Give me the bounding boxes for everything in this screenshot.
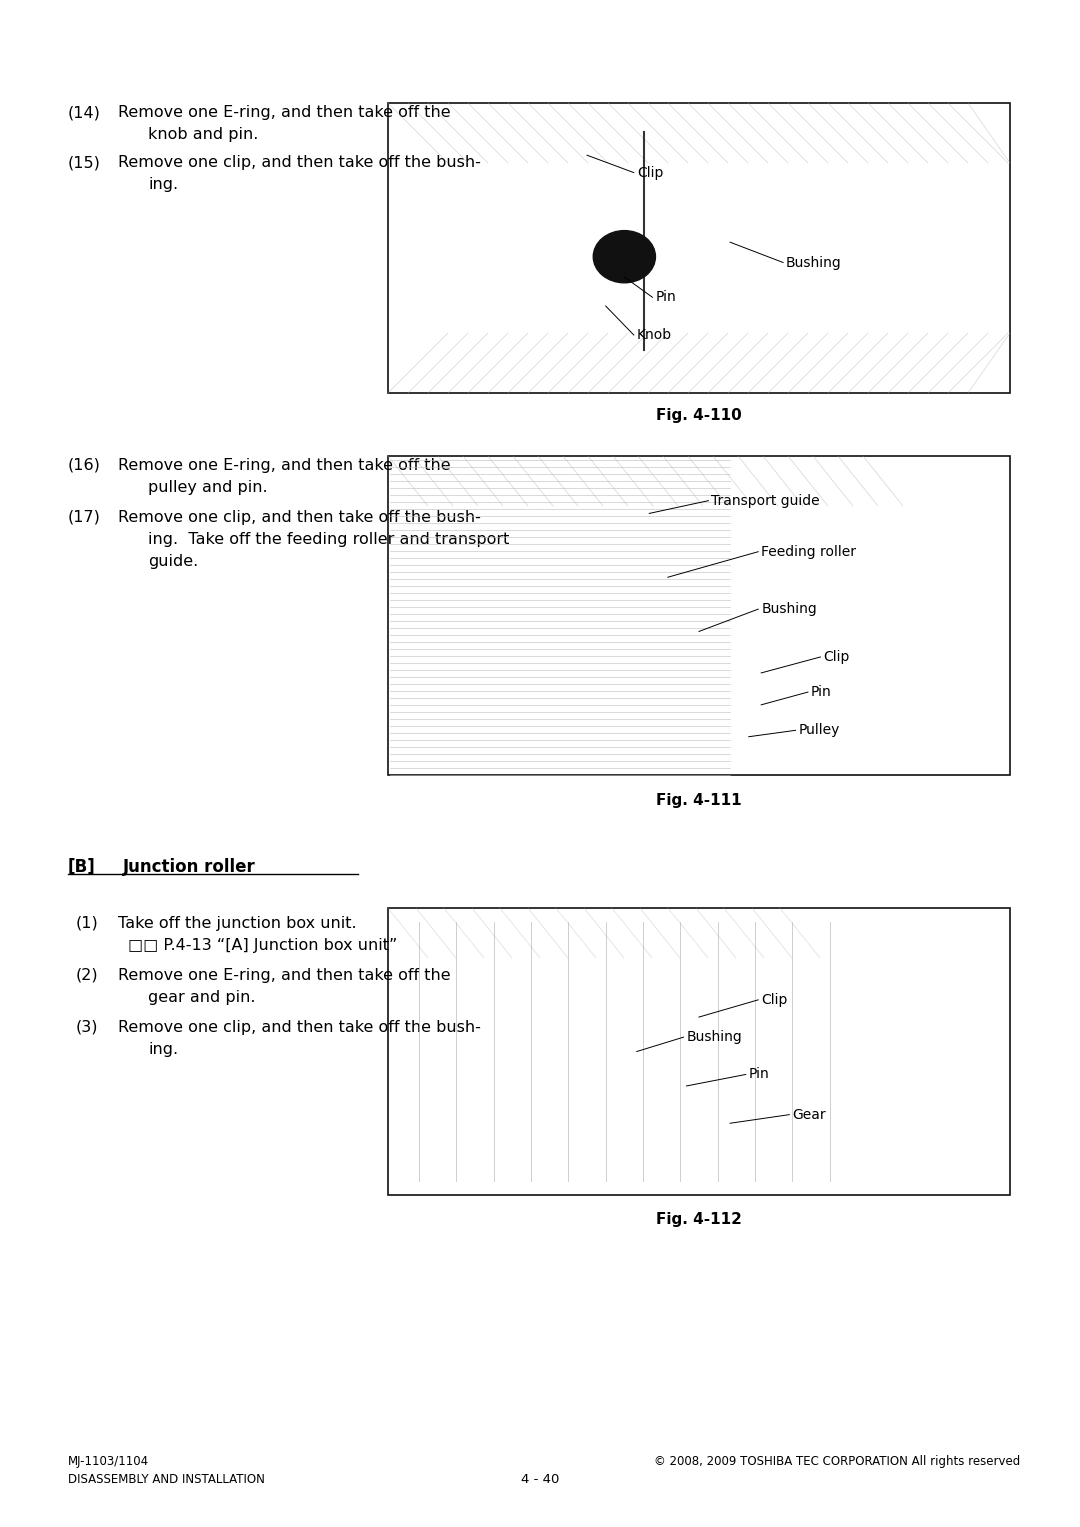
Text: Bushing: Bushing: [761, 602, 816, 615]
Text: Pin: Pin: [748, 1067, 770, 1081]
Text: guide.: guide.: [148, 554, 199, 570]
Text: Clip: Clip: [637, 165, 663, 180]
Text: Remove one E-ring, and then take off the: Remove one E-ring, and then take off the: [118, 968, 450, 983]
Text: gear and pin.: gear and pin.: [148, 989, 256, 1005]
Text: pulley and pin.: pulley and pin.: [148, 479, 268, 495]
Text: (1): (1): [76, 916, 98, 931]
Text: knob and pin.: knob and pin.: [148, 127, 258, 142]
Text: Pulley: Pulley: [798, 724, 840, 738]
Text: (14): (14): [68, 105, 100, 121]
Text: (15): (15): [68, 156, 100, 169]
Text: Clip: Clip: [761, 993, 787, 1006]
Text: (16): (16): [68, 458, 100, 473]
Text: 4 - 40: 4 - 40: [521, 1474, 559, 1486]
Bar: [388, 102, 1010, 392]
Text: Fig. 4-110: Fig. 4-110: [657, 408, 742, 423]
Text: [B]: [B]: [68, 858, 96, 876]
Text: Clip: Clip: [823, 651, 850, 664]
Bar: [388, 909, 1010, 1196]
Text: Pin: Pin: [656, 290, 676, 304]
Text: (17): (17): [68, 510, 100, 525]
Text: Feeding roller: Feeding roller: [761, 545, 856, 559]
Ellipse shape: [593, 231, 656, 282]
Text: Transport guide: Transport guide: [712, 493, 820, 507]
Text: Take off the junction box unit.: Take off the junction box unit.: [118, 916, 356, 931]
Text: (2): (2): [76, 968, 98, 983]
Text: MJ-1103/1104: MJ-1103/1104: [68, 1455, 149, 1467]
Text: □□ P.4-13 “[A] Junction box unit”: □□ P.4-13 “[A] Junction box unit”: [129, 938, 397, 953]
Text: Gear: Gear: [793, 1107, 826, 1122]
Text: ing.: ing.: [148, 1041, 178, 1057]
Text: Remove one clip, and then take off the bush-: Remove one clip, and then take off the b…: [118, 1020, 481, 1035]
Text: Fig. 4-111: Fig. 4-111: [657, 793, 742, 808]
Text: Junction roller: Junction roller: [123, 858, 256, 876]
Text: Fig. 4-112: Fig. 4-112: [656, 1212, 742, 1228]
Text: Bushing: Bushing: [786, 255, 841, 269]
Text: Remove one E-ring, and then take off the: Remove one E-ring, and then take off the: [118, 458, 450, 473]
Text: (3): (3): [76, 1020, 98, 1035]
Text: Remove one E-ring, and then take off the: Remove one E-ring, and then take off the: [118, 105, 450, 121]
Bar: [388, 457, 1010, 776]
Text: ing.  Take off the feeding roller and transport: ing. Take off the feeding roller and tra…: [148, 531, 510, 547]
Text: Remove one clip, and then take off the bush-: Remove one clip, and then take off the b…: [118, 156, 481, 169]
Text: Bushing: Bushing: [687, 1031, 742, 1044]
Text: © 2008, 2009 TOSHIBA TEC CORPORATION All rights reserved: © 2008, 2009 TOSHIBA TEC CORPORATION All…: [653, 1455, 1020, 1467]
Text: Remove one clip, and then take off the bush-: Remove one clip, and then take off the b…: [118, 510, 481, 525]
Text: ing.: ing.: [148, 177, 178, 192]
Text: Pin: Pin: [811, 686, 832, 699]
Text: Knob: Knob: [637, 328, 672, 342]
Text: DISASSEMBLY AND INSTALLATION: DISASSEMBLY AND INSTALLATION: [68, 1474, 265, 1486]
